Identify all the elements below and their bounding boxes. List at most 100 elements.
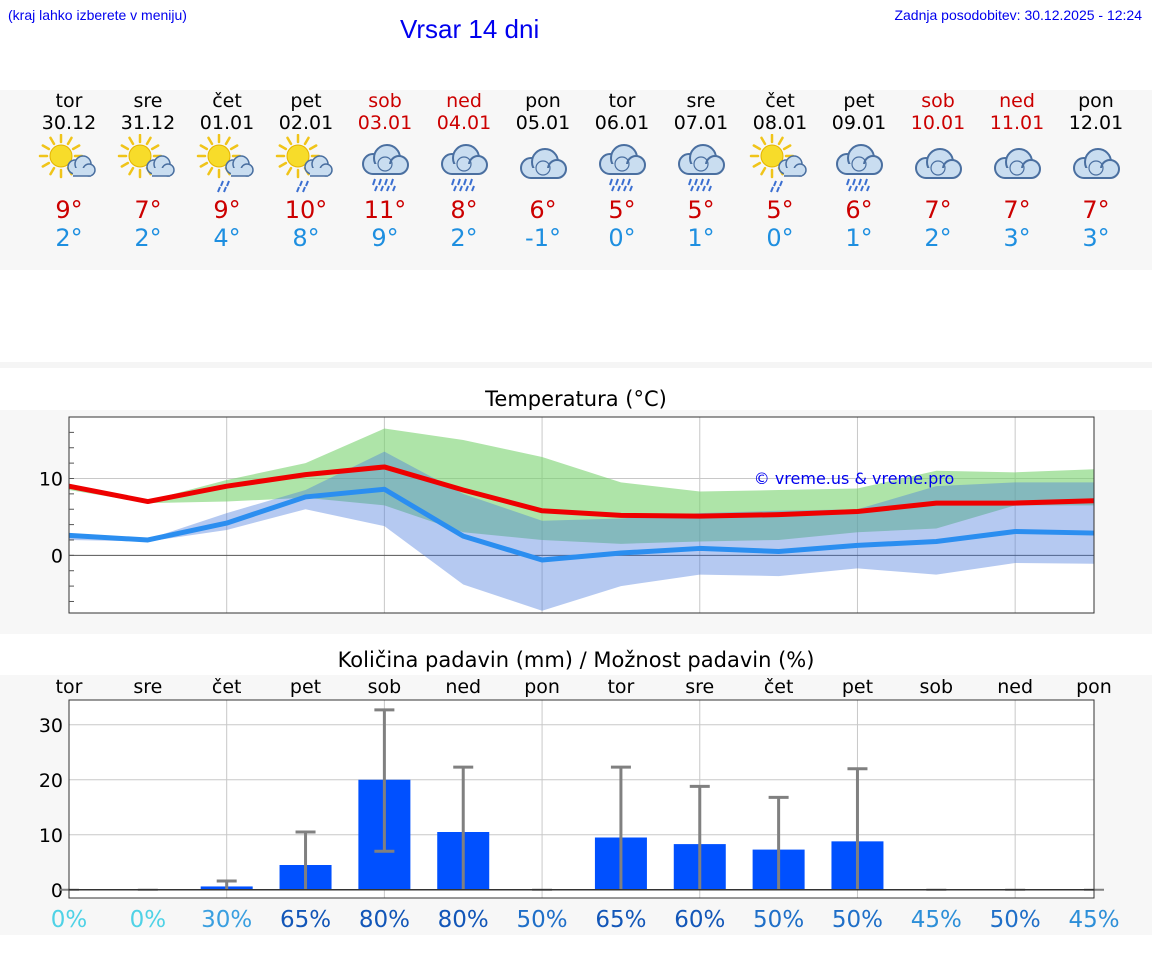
temp-min: 2° <box>134 224 162 252</box>
day-date: 30.12 <box>41 112 97 134</box>
x-category-label: čet <box>212 676 242 698</box>
plot-frame <box>68 416 1095 614</box>
temp-max: 7° <box>1082 196 1110 224</box>
temp-max: 5° <box>608 196 636 224</box>
temp-min: 3° <box>1003 224 1031 252</box>
cloud-icon <box>503 134 583 196</box>
day-name: sre <box>686 90 716 112</box>
plot-area <box>69 700 1094 898</box>
day-name: tor <box>55 90 83 112</box>
day-name: ned <box>999 90 1035 112</box>
temp-min: -1° <box>525 224 561 252</box>
divider <box>0 362 1152 368</box>
temp-min: 9° <box>371 224 399 252</box>
temp-min: 0° <box>766 224 794 252</box>
day-date: 08.01 <box>752 112 808 134</box>
precip-probability: 0% <box>130 907 167 933</box>
temp-max: 7° <box>924 196 952 224</box>
day-column: pet 02.01 10° 8° <box>266 90 346 252</box>
temp-min: 2° <box>924 224 952 252</box>
temp-min: 1° <box>687 224 715 252</box>
x-category-label: čet <box>764 676 794 698</box>
day-column: sre 07.01 5° 1° <box>661 90 741 252</box>
day-name: čet <box>765 90 795 112</box>
error-bar <box>610 765 631 890</box>
x-category-label: sob <box>368 676 402 698</box>
temp-max: 6° <box>845 196 873 224</box>
day-date: 10.01 <box>910 112 966 134</box>
day-column: sob 10.01 7° 2° <box>898 90 978 252</box>
x-category-label: pet <box>842 676 873 698</box>
day-date: 09.01 <box>831 112 887 134</box>
precip-probability: 0% <box>51 907 88 933</box>
temp-max: 9° <box>213 196 241 224</box>
day-name: tor <box>608 90 636 112</box>
sun-cloud-rain-icon <box>266 133 346 196</box>
day-column: tor 06.01 5° 0° <box>582 90 662 252</box>
day-column: pon 05.01 6° -1° <box>503 90 583 252</box>
y-tick-label: 30 <box>39 715 63 737</box>
day-column: pet 09.01 6° 1° <box>819 90 899 252</box>
day-column: pon 12.01 7° 3° <box>1056 90 1136 252</box>
cloud-rain-icon <box>345 134 425 196</box>
sun-cloud-rain-icon <box>740 133 820 196</box>
cloud-rain-icon <box>819 134 899 196</box>
day-name: čet <box>212 90 242 112</box>
precip-probability: 65% <box>280 907 331 933</box>
last-updated: Zadnja posodobitev: 30.12.2025 - 12:24 <box>894 7 1142 23</box>
day-column: ned 04.01 8° 2° <box>424 90 504 252</box>
temp-min: 3° <box>1082 224 1110 252</box>
day-name: ned <box>446 90 482 112</box>
day-name: pet <box>290 90 322 112</box>
cloud-rain-icon <box>582 134 662 196</box>
error-bar <box>216 879 237 890</box>
precip-probability: 50% <box>753 907 804 933</box>
temp-max: 7° <box>134 196 162 224</box>
day-column: sre 31.12 7° 2° <box>108 90 188 252</box>
temp-max: 5° <box>766 196 794 224</box>
day-name: pet <box>843 90 875 112</box>
precip-probability: 45% <box>911 907 962 933</box>
temp-max: 10° <box>284 196 328 224</box>
temperature-chart: 0 10 © vreme.us & vreme.pro <box>39 416 1095 614</box>
day-name: pon <box>525 90 561 112</box>
x-category-label: sob <box>920 676 954 698</box>
error-bar <box>847 767 868 890</box>
cloud-rain-icon <box>661 134 741 196</box>
y-tick-label: 10 <box>39 825 63 847</box>
temp-min: 2° <box>450 224 478 252</box>
temp-max: 7° <box>1003 196 1031 224</box>
watermark: © vreme.us & vreme.pro <box>754 469 955 488</box>
precip-probability: 80% <box>359 907 410 933</box>
y-tick-label: 0 <box>51 545 63 567</box>
day-date: 01.01 <box>199 112 255 134</box>
precip-probability: 45% <box>1068 907 1119 933</box>
precip-probability: 60% <box>674 907 725 933</box>
day-name: sob <box>921 90 955 112</box>
day-column: čet 01.01 9° 4° <box>187 90 267 252</box>
precip-probability: 50% <box>517 907 568 933</box>
day-date: 02.01 <box>278 112 334 134</box>
precip-probability: 50% <box>990 907 1041 933</box>
precip-probability: 80% <box>438 907 489 933</box>
menu-note[interactable]: (kraj lahko izberete v meniju) <box>8 7 187 23</box>
temp-min: 4° <box>213 224 241 252</box>
x-category-label: pet <box>290 676 321 698</box>
day-date: 07.01 <box>673 112 729 134</box>
x-category-label: pon <box>524 676 560 698</box>
day-date: 03.01 <box>357 112 413 134</box>
x-category-label: sre <box>685 676 714 698</box>
max-temp-line <box>68 464 1095 519</box>
day-date: 11.01 <box>989 112 1045 134</box>
error-bar <box>689 784 710 890</box>
day-date: 05.01 <box>515 112 571 134</box>
temp-min: 8° <box>292 224 320 252</box>
x-category-label: tor <box>56 676 83 698</box>
precipitation-chart-title: Količina padavin (mm) / Možnost padavin … <box>337 648 815 672</box>
x-category-label: pon <box>1076 676 1112 698</box>
sun-cloud-icon <box>108 133 188 196</box>
day-date: 04.01 <box>436 112 492 134</box>
page-title: Vrsar 14 dni <box>400 14 540 44</box>
min-temp-line <box>68 486 1095 563</box>
temp-max: 6° <box>529 196 557 224</box>
